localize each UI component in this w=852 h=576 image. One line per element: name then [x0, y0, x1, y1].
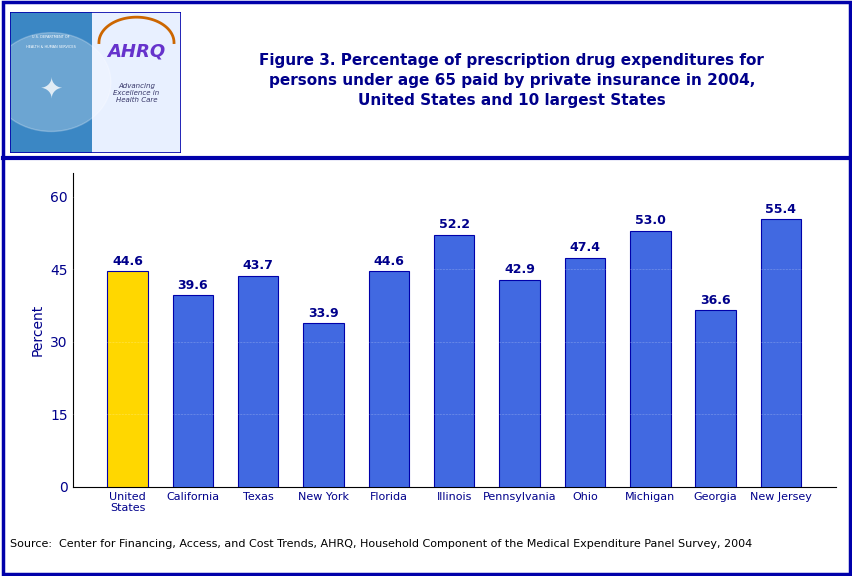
- Text: 44.6: 44.6: [373, 255, 404, 268]
- Bar: [434, 234, 474, 487]
- Text: Figure 3. Percentage of prescription drug expenditures for
persons under age 65 : Figure 3. Percentage of prescription dru…: [259, 54, 763, 108]
- Text: 52.2: 52.2: [438, 218, 469, 231]
- Text: U.S. DEPARTMENT OF: U.S. DEPARTMENT OF: [32, 35, 70, 39]
- Bar: [498, 279, 539, 487]
- Text: Advancing
Excellence in
Health Care: Advancing Excellence in Health Care: [113, 84, 159, 103]
- Text: 53.0: 53.0: [634, 214, 665, 228]
- Text: ✦: ✦: [39, 75, 63, 103]
- Text: 44.6: 44.6: [112, 255, 143, 268]
- Bar: [107, 271, 147, 487]
- Bar: [694, 310, 735, 487]
- Bar: [564, 258, 604, 487]
- Text: 36.6: 36.6: [699, 294, 730, 306]
- Text: 42.9: 42.9: [504, 263, 534, 276]
- Bar: [303, 323, 343, 487]
- Bar: [92, 12, 181, 153]
- Text: AHRQ: AHRQ: [107, 42, 165, 60]
- Bar: [368, 271, 409, 487]
- Circle shape: [0, 33, 111, 131]
- Text: 47.4: 47.4: [569, 241, 600, 255]
- Bar: [238, 276, 278, 487]
- Text: Source:  Center for Financing, Access, and Cost Trends, AHRQ, Household Componen: Source: Center for Financing, Access, an…: [10, 539, 751, 550]
- Text: HEALTH & HUMAN SERVICES: HEALTH & HUMAN SERVICES: [26, 45, 76, 49]
- Y-axis label: Percent: Percent: [31, 304, 44, 356]
- Text: 39.6: 39.6: [177, 279, 208, 292]
- Bar: [760, 219, 800, 487]
- Bar: [10, 12, 92, 153]
- Bar: [172, 295, 213, 487]
- Bar: [630, 231, 670, 487]
- Text: 55.4: 55.4: [764, 203, 796, 216]
- Text: 43.7: 43.7: [243, 259, 273, 272]
- Text: 33.9: 33.9: [308, 306, 338, 320]
